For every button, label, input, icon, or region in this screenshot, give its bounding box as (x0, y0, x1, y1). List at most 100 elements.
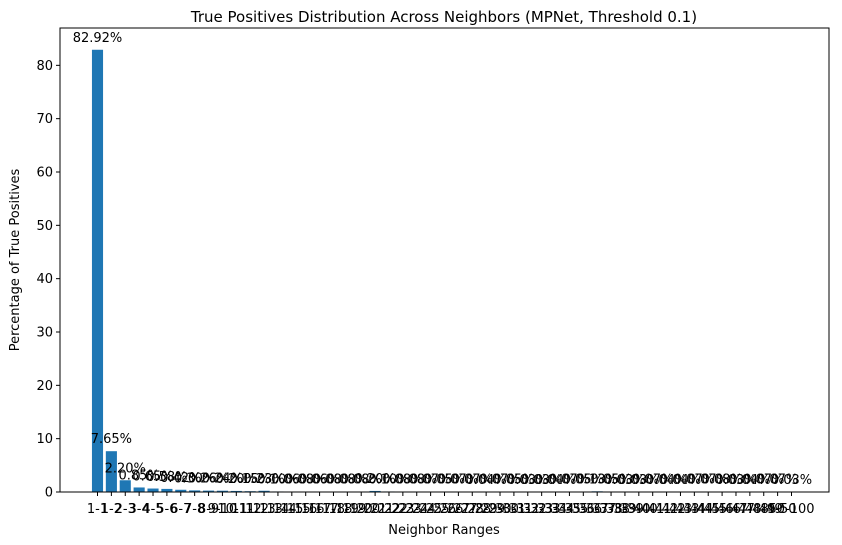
x-axis-title: Neighbor Ranges (388, 523, 500, 538)
x-tick-label: 18-19 (328, 502, 366, 517)
bar (369, 490, 381, 492)
x-tick-label: 22-23 (384, 502, 422, 517)
x-tick-label: 19-20 (342, 502, 380, 517)
y-tick-label: 30 (36, 326, 53, 341)
bar-value-label: 0.30% (174, 471, 215, 486)
x-tick-label: 5-6 (156, 502, 177, 517)
x-tick-label: 4-5 (142, 502, 163, 517)
bar-value-label: 0.08% (341, 473, 382, 488)
x-tick-label: 23-24 (398, 502, 436, 517)
x-tick-label: 37-38 (592, 502, 630, 517)
x-tick-label: 24-25 (412, 502, 450, 517)
x-tick-label: 39-40 (620, 502, 658, 517)
y-tick-label: 20 (36, 379, 53, 394)
bar-value-label: 0.58% (146, 470, 187, 485)
bar-value-label: 0.04% (465, 473, 506, 488)
x-tick-label: 9-10 (208, 502, 238, 517)
x-tick-label: 1-2 (101, 502, 122, 517)
bar-value-label: 0.05% (424, 473, 465, 488)
bar-value-label: 0.26% (188, 472, 229, 487)
bar-value-label: 0.23% (243, 472, 284, 487)
bar-value-label: 0.07% (632, 473, 673, 488)
x-tick-label: 45-46 (703, 502, 741, 517)
bar-value-label: 7.65% (91, 432, 132, 447)
x-tick-label: 2-3 (115, 502, 136, 517)
axes-frame (59, 27, 830, 493)
bar-value-label: 0.07% (743, 473, 784, 488)
bar-value-label: 0.04% (646, 473, 687, 488)
y-tick-label: 60 (36, 166, 53, 181)
y-tick-label: 50 (36, 219, 53, 234)
bar-value-label: 0.07% (452, 473, 493, 488)
x-tick-label: 50-100 (768, 502, 814, 517)
bar-value-label: 0.05% (493, 473, 534, 488)
bar-value-label: 0.03% (715, 473, 756, 488)
bar-value-label: 0.10% (257, 472, 298, 487)
x-tick-label: 11-12 (231, 502, 269, 517)
bar-value-label: 0.04% (729, 473, 770, 488)
x-tick-label: 47-48 (731, 502, 769, 517)
x-tick-label: 46-47 (717, 502, 755, 517)
bar-value-label: 0.08% (701, 473, 742, 488)
bar-value-label: 0.20% (354, 472, 395, 487)
bar (175, 489, 187, 492)
bar (161, 488, 173, 492)
y-tick-label: 10 (36, 432, 53, 447)
bar-value-label: 0.13% (577, 472, 618, 487)
x-tick-label: 17-18 (315, 502, 353, 517)
bar-value-label: 0.15% (230, 472, 271, 487)
y-tick-label: 70 (36, 112, 53, 127)
bar-value-label: 0.85% (118, 468, 159, 483)
bar (133, 487, 145, 492)
plot-area: 82.92% 7.65% 2.20%0.85%0.65%0.58%0.42%0.30… (73, 31, 812, 492)
x-tick-label: 16-17 (301, 502, 339, 517)
x-axis: 1-11-22-33-44-55-66-77-88-99-1010-1111-1… (87, 492, 815, 517)
bar-value-label: 0.03% (507, 473, 548, 488)
x-tick-label: 21-22 (370, 502, 408, 517)
x-tick-label: 14-15 (273, 502, 311, 517)
bar-value-label: 0.65% (132, 470, 173, 485)
x-tick-label: 30-31 (495, 502, 533, 517)
bar-value-label: 0.05% (563, 473, 604, 488)
x-tick-label: 29-30 (481, 502, 519, 517)
bar-value-label: 0.08% (327, 473, 368, 488)
bar-value-label: 0.08% (396, 473, 437, 488)
bar-value-label: 82.92% (73, 31, 123, 46)
bar (105, 451, 117, 492)
bar (147, 488, 159, 492)
y-tick-label: 0 (45, 486, 53, 501)
bar (230, 490, 242, 492)
x-tick-label: 33-34 (537, 502, 575, 517)
bar-value-label: 0.03% (771, 473, 812, 488)
bar-value-label: 0.07% (479, 473, 520, 488)
x-tick-label: 49-50 (759, 502, 797, 517)
x-tick-label: 40-41 (634, 502, 672, 517)
bar (119, 480, 131, 492)
x-tick-label: 25-26 (426, 502, 464, 517)
x-tick-label: 8-9 (198, 502, 219, 517)
bar-value-label: 0.07% (757, 473, 798, 488)
y-tick-label: 80 (36, 59, 53, 74)
x-tick-label: 43-44 (675, 502, 713, 517)
x-tick-label: 6-7 (170, 502, 191, 517)
bar-value-label: 0.08% (313, 473, 354, 488)
bar-value-label: 0.04% (660, 473, 701, 488)
bar-value-label: 0.04% (535, 473, 576, 488)
bar (189, 490, 201, 492)
bar-value-label: 0.08% (285, 473, 326, 488)
x-tick-label: 36-37 (578, 502, 616, 517)
x-tick-label: 12-13 (245, 502, 283, 517)
x-tick-label: 31-32 (509, 502, 547, 517)
bar-value-label: 0.10% (368, 472, 409, 487)
x-tick-label: 3-4 (129, 502, 150, 517)
bar-value-label: 0.07% (438, 473, 479, 488)
x-tick-label: 41-42 (648, 502, 686, 517)
bar-value-label: 0.03% (521, 473, 562, 488)
x-tick-label: 28-29 (467, 502, 505, 517)
bar-value-label: 0.06% (299, 473, 340, 488)
chart-title: True Positives Distribution Across Neigh… (190, 8, 697, 26)
x-tick-label: 7-8 (184, 502, 205, 517)
x-tick-label: 44-45 (689, 502, 727, 517)
y-tick-label: 40 (36, 272, 53, 287)
bar-value-label: 0.07% (674, 473, 715, 488)
